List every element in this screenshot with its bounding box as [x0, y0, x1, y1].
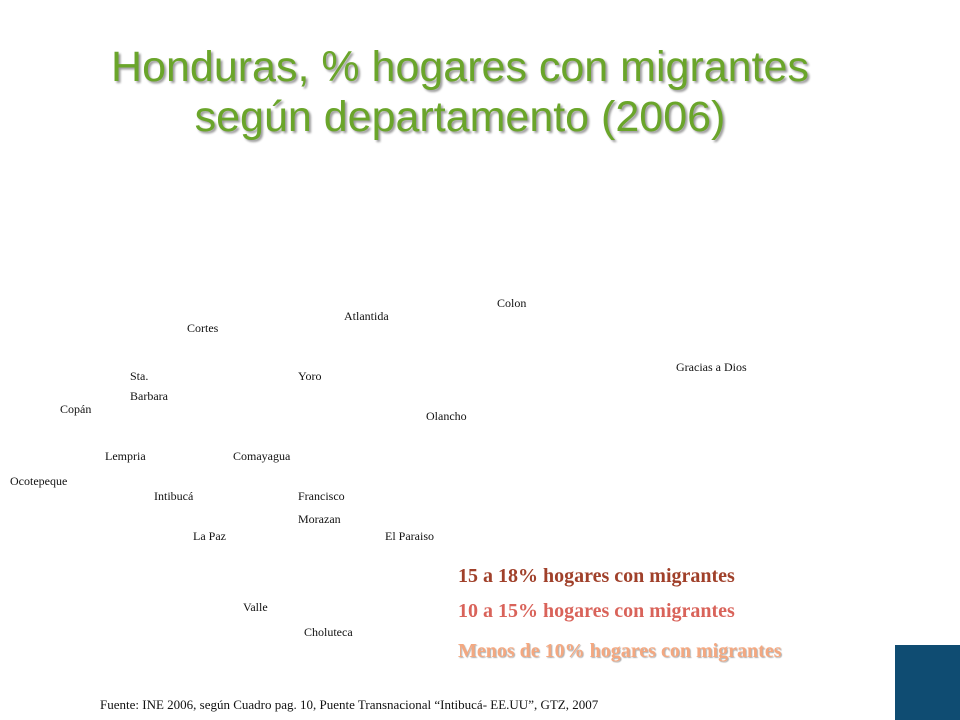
dept-label-lempira: Lempria [105, 449, 146, 463]
title-line-2: según departamento (2006) [194, 93, 726, 141]
title-line-1: Honduras, % hogares con migrantes [111, 43, 809, 91]
dept-label-francisco-morazan-line2: Morazan [298, 512, 341, 526]
dept-label-yoro: Yoro [298, 369, 322, 383]
legend-item-15-18: 15 a 18% hogares con migrantes [458, 565, 735, 587]
dept-label-sta-barbara-line1: Sta. [130, 369, 149, 383]
dept-label-gracias-a-dios: Gracias a Dios [676, 360, 747, 374]
dept-label-sta-barbara-line2: Barbara [130, 389, 168, 403]
source-note: Fuente: INE 2006, según Cuadro pag. 10, … [100, 697, 599, 712]
dept-label-olancho: Olancho [426, 409, 467, 423]
dept-label-valle: Valle [243, 600, 268, 614]
dept-label-intibuca: Intibucá [154, 489, 194, 503]
dept-label-choluteca: Choluteca [304, 625, 353, 639]
dept-label-copan: Copán [60, 402, 92, 416]
dept-label-la-paz: La Paz [193, 529, 226, 543]
dept-label-cortes: Cortes [187, 321, 219, 335]
legend-item-10-15: 10 a 15% hogares con migrantes [458, 600, 735, 622]
dept-label-el-paraiso: El Paraiso [385, 529, 434, 543]
dept-label-colon: Colon [497, 296, 527, 310]
dept-label-ocotepeque: Ocotepeque [10, 474, 68, 488]
corner-decoration [895, 645, 960, 720]
dept-label-comayagua: Comayagua [233, 449, 291, 463]
legend-item-under-10: Menos de 10% hogares con migrantes [458, 640, 782, 662]
dept-label-atlantida: Atlantida [344, 309, 389, 323]
page-title: Honduras, % hogares con migrantes según … [0, 42, 920, 142]
dept-label-francisco-morazan-line1: Francisco [298, 489, 345, 503]
